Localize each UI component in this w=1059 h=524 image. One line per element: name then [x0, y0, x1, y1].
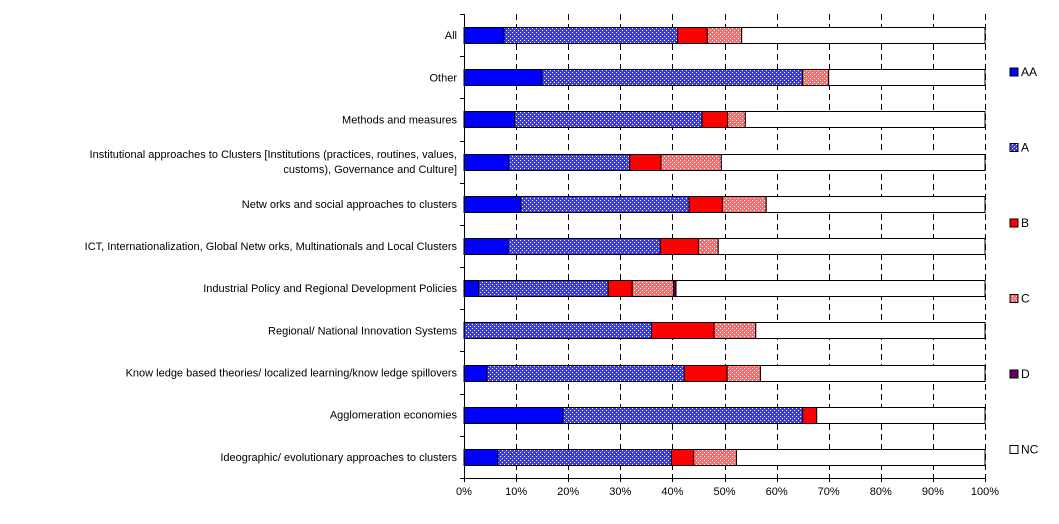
- x-tick-label: 30%: [609, 486, 631, 498]
- bar-segment-b: [688, 196, 723, 213]
- category-label: Industrial Policy and Regional Developme…: [203, 283, 457, 295]
- bar-segment-b: [659, 238, 699, 255]
- category-label: ICT, Internationalization, Global Netw o…: [85, 241, 458, 253]
- bar-segment-a: [520, 196, 690, 213]
- x-tick-label: 0%: [456, 486, 472, 498]
- legend-swatch-b: [1009, 218, 1019, 228]
- category-label: Know ledge based theories/ localized lea…: [126, 368, 458, 380]
- legend-swatch-a: [1009, 143, 1019, 152]
- x-tick-labels: 0% 10% 20% 30% 40% 50% 60% 70% 80% 90% 100%: [456, 486, 999, 498]
- bar-segment-aa: [463, 154, 510, 171]
- bar-segment-nc: [717, 238, 986, 255]
- bar-segment-c: [726, 365, 761, 382]
- bar-segment-c: [802, 69, 830, 86]
- category-labels: All Other Methods and measures Institutiona…: [85, 30, 458, 464]
- bar-segment-c: [631, 280, 674, 297]
- bars: [463, 27, 986, 466]
- bar-segment-b: [651, 322, 715, 339]
- x-tick-label: 40%: [661, 486, 683, 498]
- x-tick-label: 20%: [557, 486, 579, 498]
- legend-swatch-nc: [1009, 445, 1019, 454]
- bar-segment-a: [508, 154, 631, 171]
- bar-segment-a: [503, 27, 679, 44]
- category-label: Other: [429, 72, 457, 84]
- x-tick-label: 10%: [505, 486, 527, 498]
- axes: [460, 14, 986, 482]
- category-label: Agglomeration economies: [330, 410, 458, 422]
- x-tick-label: 90%: [922, 486, 944, 498]
- category-label: All: [445, 30, 457, 42]
- bar-segment-nc: [744, 111, 986, 128]
- bar-segment-a: [541, 69, 804, 86]
- bar-segment-nc: [765, 196, 986, 213]
- legend-swatch-aa: [1009, 67, 1019, 77]
- category-label: Methods and measures: [342, 114, 457, 126]
- bar-segment-a: [497, 449, 672, 466]
- bar-segment-c: [693, 449, 737, 466]
- bar-segment-c: [697, 238, 719, 255]
- bar-segment-b: [607, 280, 633, 297]
- bar-segment-aa: [463, 280, 480, 297]
- bar-segment-b: [629, 154, 662, 171]
- bar-segment-nc: [828, 69, 986, 86]
- legend-label-c: C: [1021, 292, 1030, 306]
- bar-segment-aa: [463, 365, 488, 382]
- bar-segment-a: [478, 280, 609, 297]
- bar-segment-aa: [463, 111, 516, 128]
- legend-label-d: D: [1021, 367, 1030, 381]
- bar-segment-aa: [463, 407, 564, 424]
- bar-segment-nc: [759, 365, 986, 382]
- bar-segment-aa: [463, 238, 509, 255]
- bar-segment-b: [802, 407, 818, 424]
- x-tick-label: 100%: [971, 486, 999, 498]
- bar-segment-c: [706, 27, 743, 44]
- x-tick-label: 70%: [818, 486, 840, 498]
- bar-segment-c: [713, 322, 757, 339]
- bar-segment-nc: [755, 322, 986, 339]
- legend-label-nc: NC: [1021, 443, 1039, 457]
- category-label: Ideographic/ evolutionary approaches to …: [220, 452, 457, 464]
- bar-segment-a: [463, 322, 653, 339]
- legend-swatch-d: [1009, 369, 1019, 379]
- category-label: Institutional approaches to Clusters [In…: [90, 149, 457, 176]
- bar-segment-nc: [720, 154, 986, 171]
- bar-segment-c: [660, 154, 722, 171]
- legend-swatch-c: [1009, 294, 1019, 303]
- bar-segment-a: [486, 365, 685, 382]
- bar-segment-nc: [735, 449, 986, 466]
- legend-label-aa: AA: [1021, 65, 1037, 79]
- bar-segment-nc: [675, 280, 986, 297]
- bar-segment-c: [727, 111, 746, 128]
- bar-segment-b: [683, 365, 728, 382]
- x-tick-label: 50%: [713, 486, 735, 498]
- bar-segment-aa: [463, 449, 499, 466]
- bar-segment-aa: [463, 196, 522, 213]
- bar-segment-a: [514, 111, 703, 128]
- category-label: Regional/ National Innovation Systems: [268, 325, 457, 337]
- x-tick-label: 80%: [870, 486, 892, 498]
- legend-label-b: B: [1021, 216, 1029, 230]
- category-label: Netw orks and social approaches to clust…: [242, 199, 458, 211]
- bar-segment-b: [670, 449, 695, 466]
- bar-segment-b: [677, 27, 708, 44]
- bar-segment-a: [507, 238, 661, 255]
- x-tick-label: 60%: [766, 486, 788, 498]
- bar-segment-nc: [816, 407, 986, 424]
- bar-segment-aa: [463, 27, 505, 44]
- legend-label-a: A: [1021, 141, 1029, 155]
- bar-segment-b: [701, 111, 729, 128]
- bar-segment-a: [562, 407, 804, 424]
- bar-segment-c: [721, 196, 767, 213]
- bar-segment-nc: [741, 27, 986, 44]
- bar-segment-aa: [463, 69, 543, 86]
